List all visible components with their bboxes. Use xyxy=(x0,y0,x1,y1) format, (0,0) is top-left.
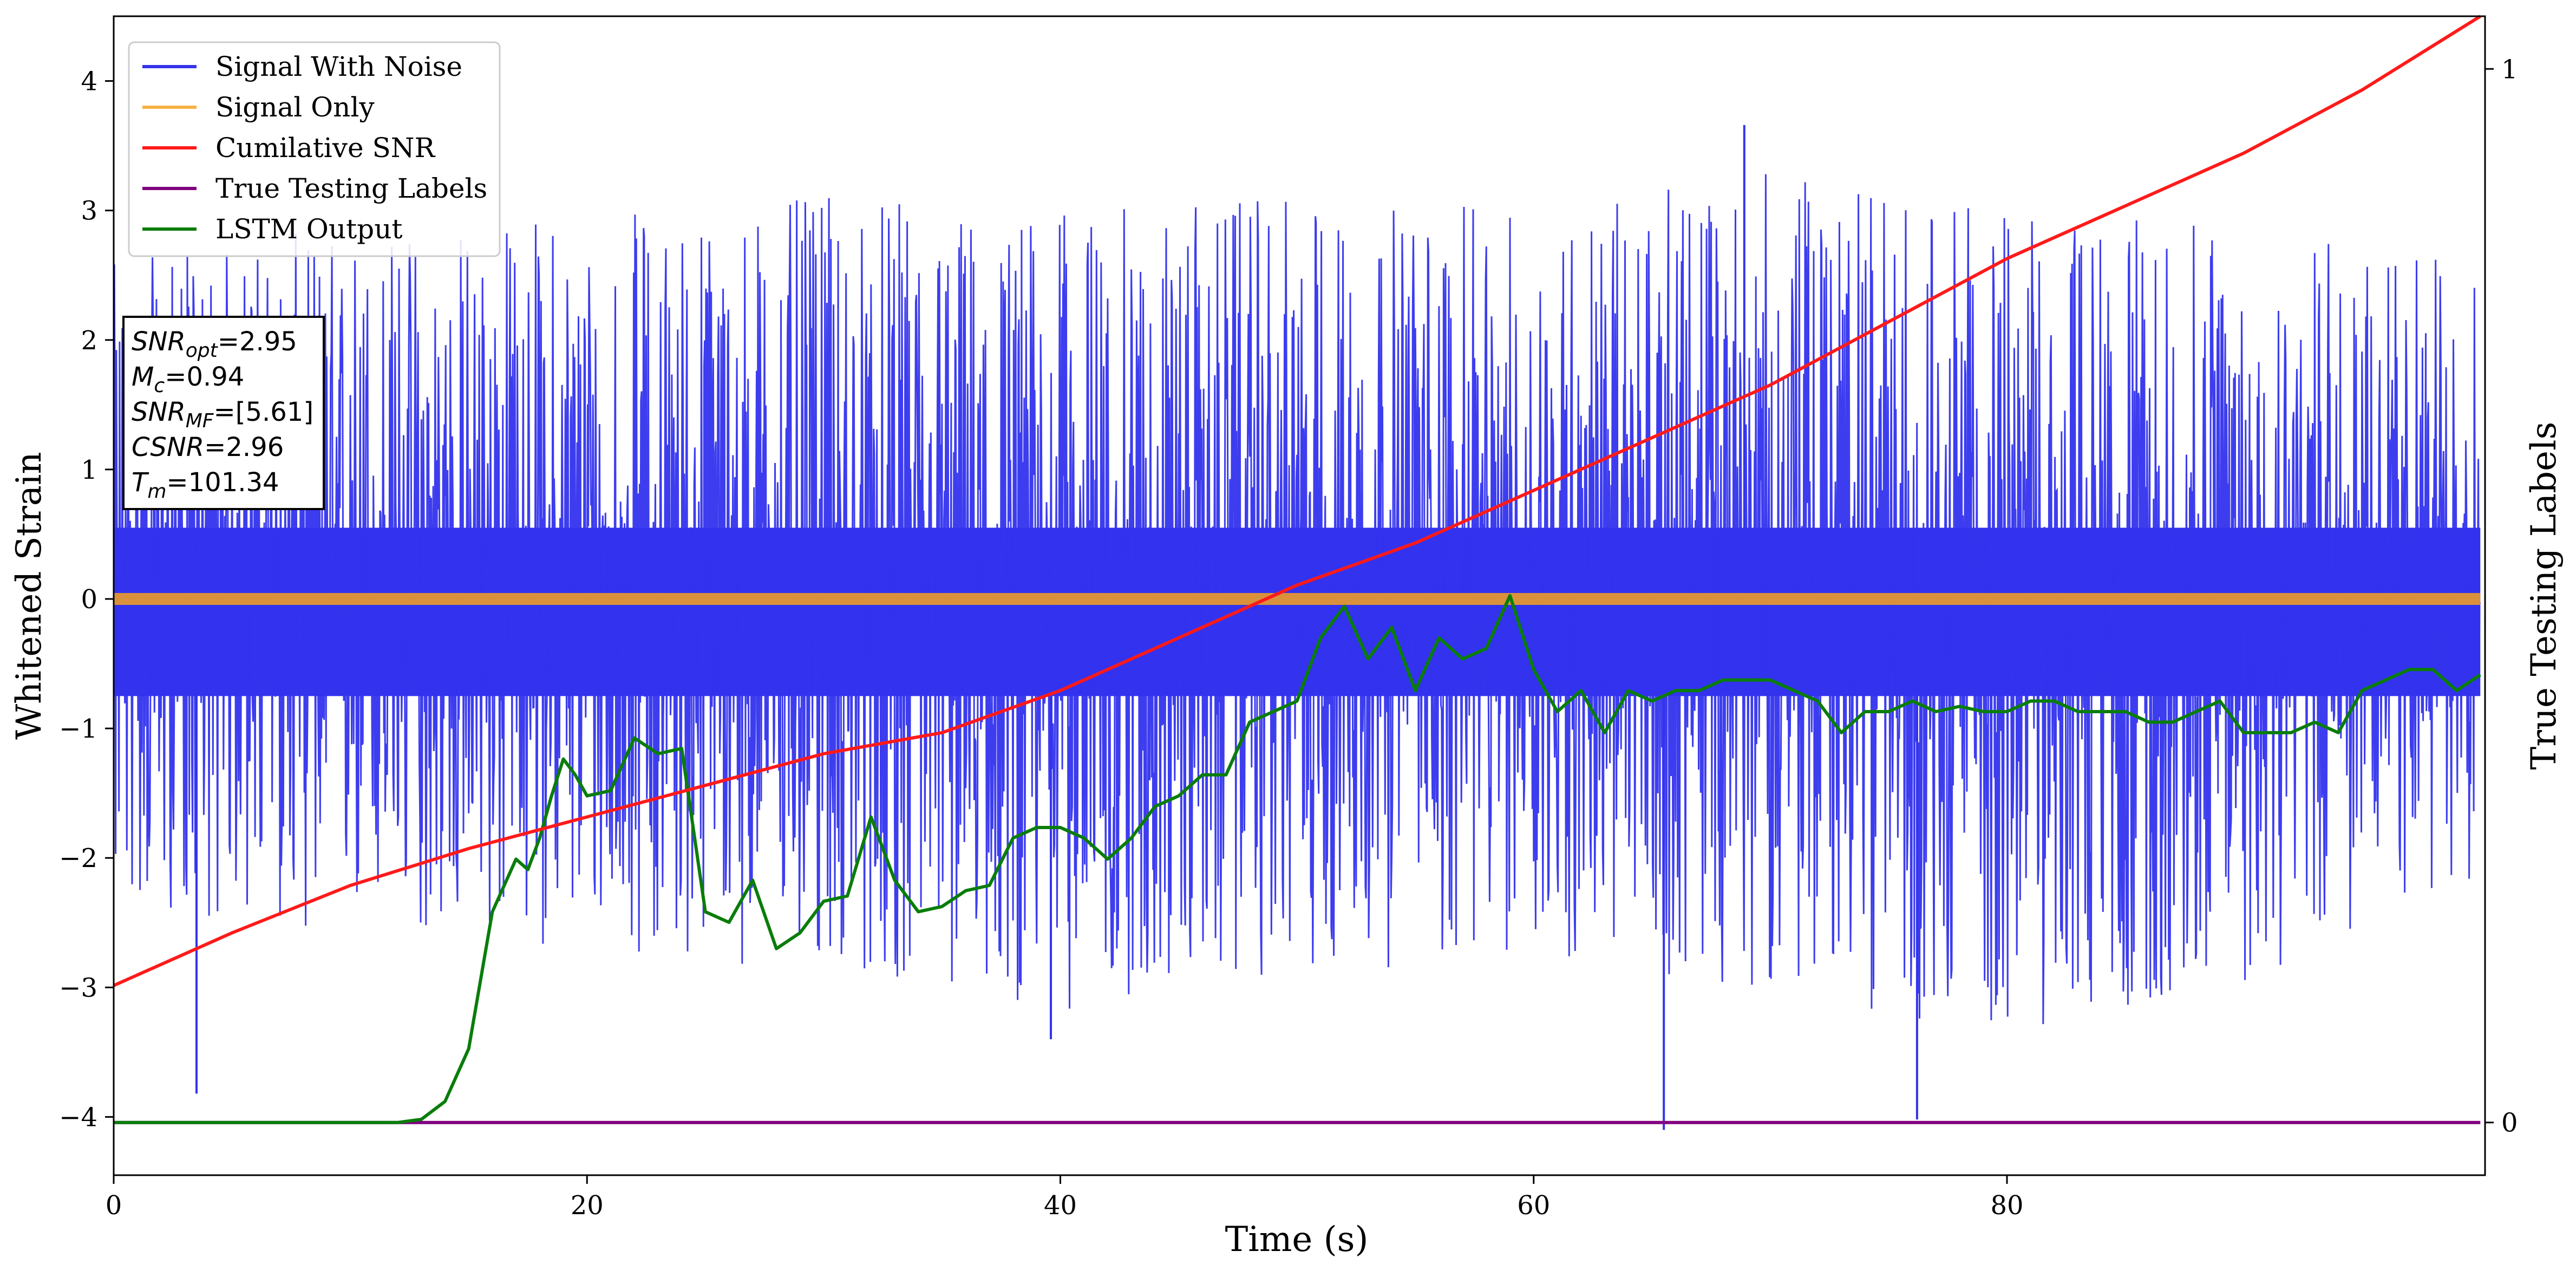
info-subscript: MF xyxy=(186,410,214,432)
info-subscript: opt xyxy=(186,340,219,362)
y-left-tick-label: 3 xyxy=(81,196,97,226)
info-value: =2.96 xyxy=(204,432,284,462)
y-axis-label-left: Whitened Strain xyxy=(9,452,49,739)
series-lstm-output xyxy=(114,594,2481,1124)
legend-label: Cumilative SNR xyxy=(215,132,435,164)
x-tick-label: 80 xyxy=(1990,1190,2023,1221)
legend-label: Signal Only xyxy=(215,92,375,123)
info-subscript: c xyxy=(154,375,165,397)
y-left-tick-label: 1 xyxy=(81,455,97,485)
info-symbol: CSNR xyxy=(132,432,204,462)
y-right-tick-label: 1 xyxy=(2501,54,2518,84)
info-symbol: T xyxy=(132,467,149,498)
y-left-tick-label: 0 xyxy=(81,584,97,615)
plot-frame xyxy=(113,15,2486,1176)
y-left-tick-label: 4 xyxy=(81,67,97,97)
info-line: CSNR=2.96 xyxy=(132,432,284,462)
legend: Signal With Noise Signal Only Cumilative S… xyxy=(128,41,501,257)
y-left-tick-label: −1 xyxy=(59,714,97,744)
info-symbol: SNR xyxy=(132,397,186,427)
y-axis-label-right: True Testing Labels xyxy=(2524,422,2564,770)
legend-box xyxy=(128,41,501,257)
y-left-tick-label: −2 xyxy=(59,843,97,874)
y-right-tick-label: 0 xyxy=(2501,1108,2518,1138)
series-layer xyxy=(113,15,2481,1130)
x-axis-label: Time (s) xyxy=(1225,1220,1369,1260)
series-cumilative-snr xyxy=(113,15,2481,987)
info-value: =0.94 xyxy=(165,362,244,392)
x-tick-label: 40 xyxy=(1044,1190,1077,1221)
info-box-frame xyxy=(122,316,325,510)
info-symbol: SNR xyxy=(132,327,186,357)
x-tick-label: 60 xyxy=(1517,1190,1550,1221)
legend-label: Signal With Noise xyxy=(215,51,462,82)
info-value: =[5.61] xyxy=(214,397,314,427)
x-tick-label: 0 xyxy=(106,1190,122,1221)
info-line: Tm=101.34 xyxy=(132,467,279,503)
y-left-tick-label: −3 xyxy=(59,973,97,1003)
y-left-tick-label: −4 xyxy=(59,1102,97,1132)
info-symbol: M xyxy=(132,362,154,392)
info-line: SNRopt=2.95 xyxy=(132,327,297,362)
legend-label: True Testing Labels xyxy=(215,173,487,204)
info-line: SNRMF=[5.61] xyxy=(132,397,313,432)
info-subscript: m xyxy=(147,480,166,503)
info-value: =101.34 xyxy=(166,467,279,498)
y-left-tick-label: 2 xyxy=(81,325,97,356)
info-value: =2.95 xyxy=(218,327,297,357)
x-tick-label: 20 xyxy=(571,1190,604,1221)
info-line: Mc=0.94 xyxy=(132,362,244,397)
info-box: SNRopt=2.95Mc=0.94SNRMF=[5.61]CSNR=2.96T… xyxy=(122,316,325,510)
legend-label: LSTM Output xyxy=(215,213,402,245)
